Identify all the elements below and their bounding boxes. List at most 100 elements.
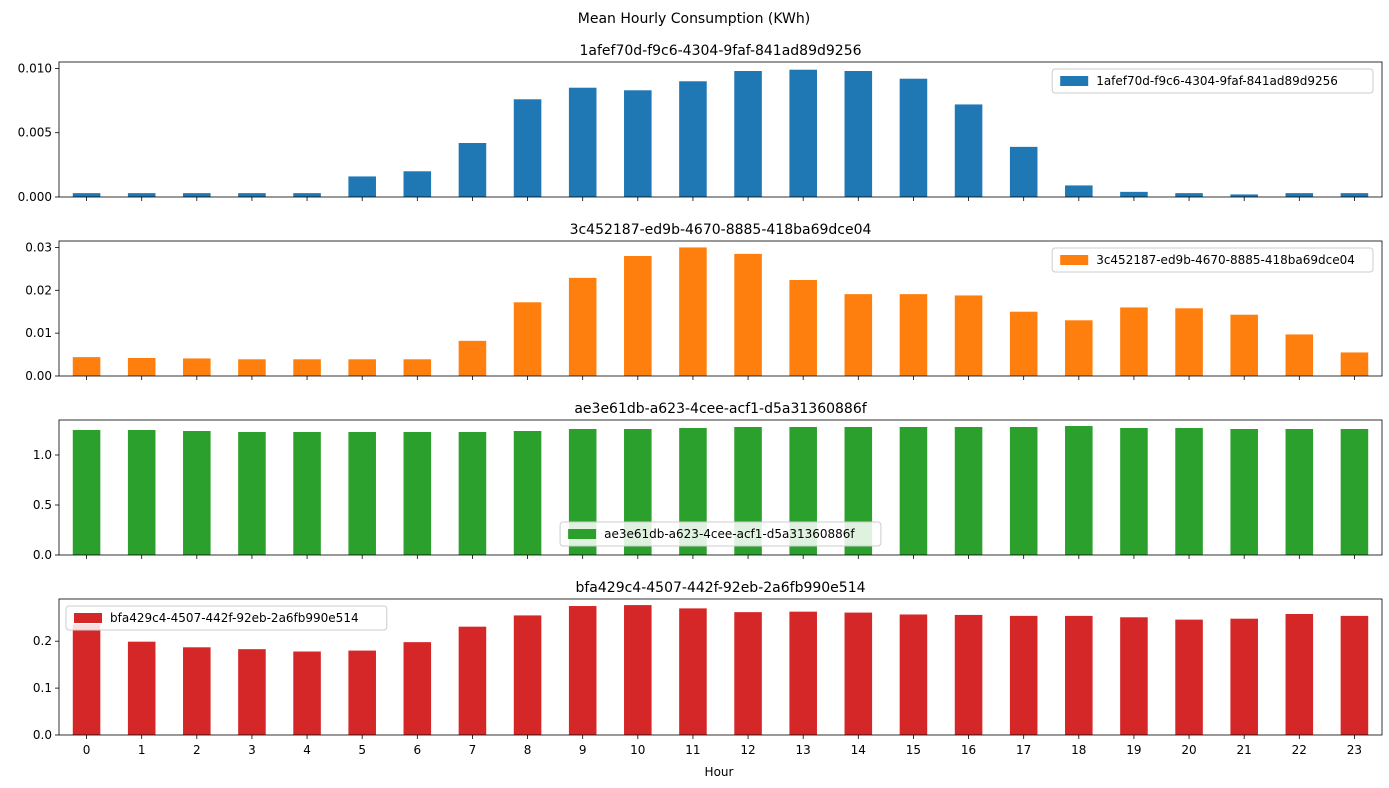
legend-box bbox=[65, 605, 388, 631]
bar bbox=[1340, 429, 1369, 555]
bar bbox=[1009, 427, 1038, 555]
bar bbox=[183, 193, 211, 197]
bar bbox=[513, 302, 542, 376]
y-tick-label: 0.000 bbox=[18, 190, 52, 204]
x-tick-label: 1 bbox=[138, 743, 146, 757]
bar bbox=[1285, 429, 1314, 555]
bar bbox=[1065, 426, 1093, 555]
bar bbox=[624, 90, 652, 197]
bar bbox=[1285, 193, 1314, 197]
bar bbox=[238, 359, 266, 376]
legend-swatch bbox=[1060, 76, 1089, 86]
x-tick-label: 0 bbox=[83, 743, 91, 757]
bar bbox=[348, 176, 376, 197]
legend: 1afef70d-f9c6-4304-9faf-841ad89d9256 bbox=[1051, 68, 1374, 94]
bar bbox=[513, 615, 542, 735]
bar bbox=[844, 71, 873, 197]
subplot-1: 1afef70d-f9c6-4304-9faf-841ad89d9256 0.00… bbox=[18, 43, 1383, 204]
bar bbox=[238, 432, 266, 555]
bar bbox=[1065, 320, 1093, 376]
x-tick-label: 19 bbox=[1126, 743, 1141, 757]
x-tick-label: 8 bbox=[524, 743, 532, 757]
x-tick-label: 4 bbox=[303, 743, 311, 757]
bar bbox=[899, 78, 928, 197]
bar bbox=[899, 614, 928, 735]
subplot-title: 3c452187-ed9b-4670-8885-418ba69dce04 bbox=[570, 222, 872, 238]
legend: 3c452187-ed9b-4670-8885-418ba69dce04 bbox=[1051, 247, 1374, 273]
legend-label: 3c452187-ed9b-4670-8885-418ba69dce04 bbox=[1096, 253, 1355, 267]
bar bbox=[1175, 308, 1203, 376]
bar bbox=[1120, 307, 1148, 376]
legend-swatch bbox=[1060, 255, 1089, 265]
bar bbox=[954, 295, 983, 376]
y-tick-label: 0.2 bbox=[33, 634, 52, 648]
x-tick-label: 18 bbox=[1071, 743, 1086, 757]
x-tick-label: 9 bbox=[579, 743, 587, 757]
bar bbox=[789, 69, 817, 197]
x-tick-label: 12 bbox=[740, 743, 755, 757]
bar bbox=[183, 431, 211, 555]
bar bbox=[183, 358, 211, 376]
bar bbox=[72, 430, 101, 555]
bar bbox=[403, 642, 432, 735]
y-tick-label: 0.03 bbox=[25, 240, 52, 254]
bar bbox=[238, 649, 266, 735]
bar bbox=[458, 432, 487, 555]
y-tick-label: 0.5 bbox=[33, 498, 52, 512]
y-tick-label: 0.02 bbox=[25, 283, 52, 297]
y-tick-label: 0.0 bbox=[33, 548, 52, 562]
x-tick-label: 21 bbox=[1237, 743, 1252, 757]
bar bbox=[1285, 614, 1314, 735]
x-tick-label: 20 bbox=[1181, 743, 1196, 757]
bar bbox=[1009, 615, 1038, 735]
x-tick-label: 2 bbox=[193, 743, 201, 757]
y-tick-label: 0.0 bbox=[33, 728, 52, 742]
bar bbox=[238, 193, 266, 197]
bar bbox=[954, 614, 983, 735]
y-tick-label: 0.1 bbox=[33, 681, 52, 695]
bar bbox=[72, 193, 101, 197]
bar bbox=[1230, 194, 1258, 197]
bar bbox=[1175, 193, 1203, 197]
y-tick-label: 0.005 bbox=[18, 126, 52, 140]
bar bbox=[844, 612, 873, 735]
bar bbox=[1120, 191, 1148, 197]
bar bbox=[458, 340, 487, 376]
legend-box bbox=[1051, 68, 1374, 94]
bar bbox=[789, 611, 817, 735]
bar bbox=[954, 104, 983, 197]
bar bbox=[403, 359, 432, 376]
bar bbox=[127, 358, 156, 376]
bar bbox=[293, 651, 321, 735]
x-tick-label: 17 bbox=[1016, 743, 1031, 757]
y-tick-label: 0.00 bbox=[25, 369, 52, 383]
bar bbox=[1230, 314, 1258, 376]
bar bbox=[403, 171, 432, 197]
axes-frame bbox=[58, 61, 1383, 198]
bar bbox=[734, 612, 762, 735]
bar bbox=[127, 641, 156, 735]
x-tick-label: 22 bbox=[1292, 743, 1307, 757]
subplot-4: bfa429c4-4507-442f-92eb-2a6fb990e514 0.0 0… bbox=[33, 580, 1383, 757]
legend-box bbox=[1051, 247, 1374, 273]
bar bbox=[1340, 615, 1369, 735]
bar bbox=[679, 608, 707, 735]
bar bbox=[624, 256, 652, 376]
axes-frame bbox=[58, 598, 1383, 736]
bar bbox=[1009, 146, 1038, 197]
bar bbox=[1285, 334, 1314, 376]
bar bbox=[568, 277, 597, 376]
bar bbox=[679, 247, 707, 376]
subplot-3: ae3e61db-a623-4cee-acf1-d5a31360886f 0.0 0… bbox=[33, 401, 1383, 562]
legend-swatch bbox=[568, 529, 597, 539]
bar bbox=[568, 87, 597, 197]
y-tick-label: 1.0 bbox=[33, 448, 52, 462]
y-tick-label: 0.01 bbox=[25, 326, 52, 340]
bar bbox=[1120, 428, 1148, 555]
x-tick-label: 6 bbox=[413, 743, 421, 757]
bar bbox=[1009, 311, 1038, 376]
x-axis-label: Hour bbox=[705, 765, 734, 779]
bar bbox=[127, 193, 156, 197]
bar bbox=[1120, 617, 1148, 735]
bar bbox=[954, 427, 983, 555]
